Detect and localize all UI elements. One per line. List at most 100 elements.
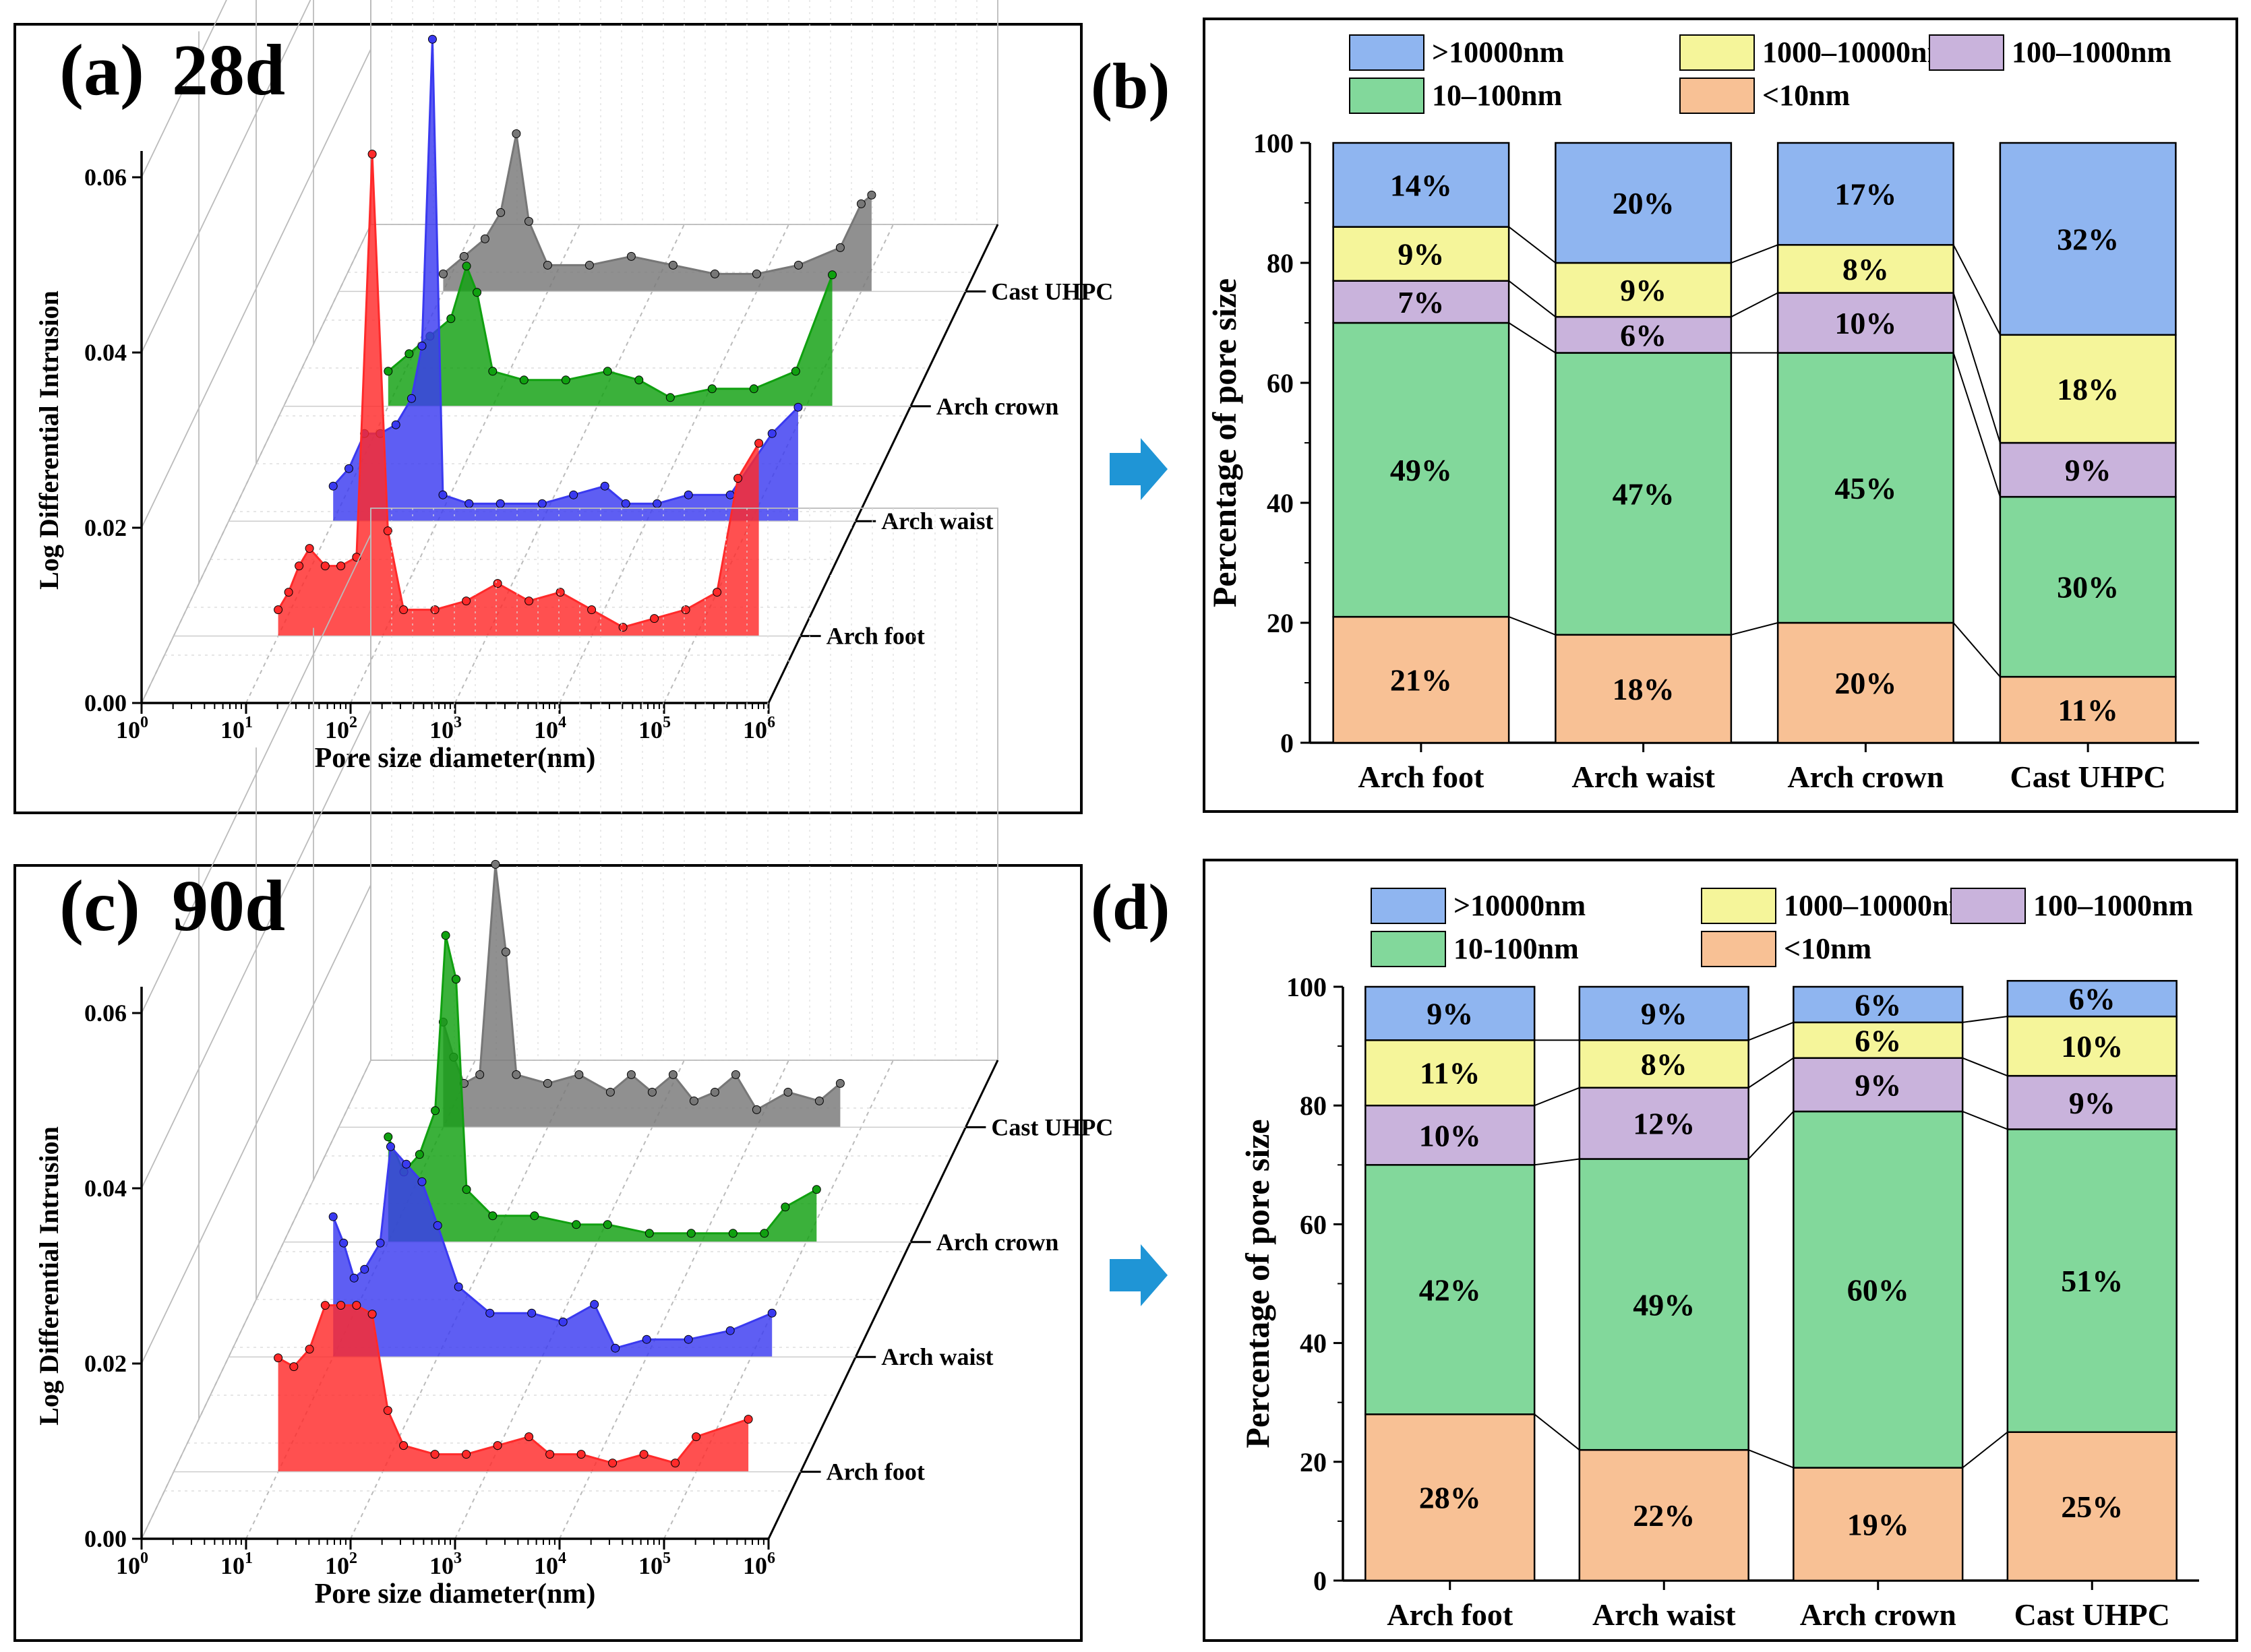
data-label: 51%: [2061, 1264, 2123, 1298]
data-label: 60%: [1847, 1273, 1909, 1307]
panel-b-frame: [1203, 18, 2238, 813]
connector-line: [1534, 1087, 1580, 1107]
data-point: [639, 1450, 649, 1459]
data-point: [668, 260, 678, 270]
x-tick-label: 101: [220, 714, 253, 743]
data-point: [524, 596, 534, 606]
data-point: [501, 947, 510, 956]
data-point: [336, 561, 346, 571]
y-tick-label: 80: [1300, 1091, 1327, 1121]
connector-line: [1748, 1021, 1794, 1041]
data-point: [493, 1441, 502, 1450]
data-point: [653, 499, 662, 508]
series-area-3: [443, 133, 872, 292]
data-point: [417, 1177, 427, 1186]
data-point: [289, 1362, 299, 1372]
data-label: 6%: [2069, 982, 2115, 1016]
data-point: [856, 199, 866, 208]
x-tick-exponent: 4: [558, 1550, 566, 1567]
x-axis-title: Pore size diameter(nm): [315, 743, 596, 774]
y-tick-label: 80: [1267, 248, 1294, 278]
panel-a-frame: [13, 23, 1083, 814]
data-point: [684, 490, 693, 499]
data-point: [603, 1220, 612, 1229]
data-point: [626, 251, 636, 261]
bar-segment: [1999, 675, 2177, 744]
x-tick-exponent: 1: [245, 1550, 253, 1567]
data-point: [791, 367, 800, 376]
x-tick-label: 106: [743, 714, 775, 743]
data-label: 30%: [2057, 570, 2119, 605]
data-point: [367, 150, 377, 159]
bar-segment: [1555, 352, 1733, 636]
connector-line: [1534, 1413, 1580, 1450]
x-tick-exponent: 4: [558, 714, 566, 731]
data-point: [284, 588, 293, 597]
data-point: [433, 1221, 442, 1230]
x-tick-label: Arch waist: [1571, 760, 1715, 794]
data-point: [572, 1220, 581, 1229]
x-tick-base: 10: [325, 716, 349, 743]
data-label: 6%: [1855, 1023, 1901, 1058]
data-point: [611, 1343, 620, 1353]
connector-line: [1962, 1111, 2008, 1130]
connector-line: [1748, 1449, 1794, 1469]
bar-segment: [1793, 1467, 1964, 1582]
connector-line: [1747, 1111, 1795, 1160]
bar-segment: [1793, 985, 1964, 1024]
data-point: [352, 1301, 361, 1310]
connector-line: [1952, 353, 2001, 497]
data-point: [621, 499, 630, 508]
data-point: [488, 1211, 498, 1221]
waterfall-chart-0: Cast UHPC Arch crown Arch waist Arch foot 0.…: [34, 0, 1113, 774]
data-point: [427, 34, 437, 44]
series-area-1: [333, 1146, 773, 1357]
legend-label: 10–100nm: [1432, 79, 1562, 112]
data-point: [642, 1335, 651, 1344]
x-tick-label: Cast UHPC: [2014, 1597, 2170, 1632]
data-point: [634, 375, 644, 385]
x-tick-label: Arch foot: [1358, 760, 1484, 794]
legend-swatch: [1679, 34, 1755, 71]
series-label: Arch foot: [827, 623, 925, 650]
data-point: [519, 375, 529, 385]
panel-c-frame: [13, 864, 1083, 1642]
data-point: [608, 1459, 618, 1468]
data-point: [438, 269, 448, 278]
data-point: [485, 1308, 495, 1318]
connector-line: [1731, 244, 1778, 264]
connector-line: [1952, 293, 2001, 443]
x-tick-base: 10: [325, 1552, 349, 1579]
bar-segment: [2006, 1015, 2178, 1077]
connector-line: [1748, 1057, 1794, 1089]
data-point: [349, 1273, 359, 1283]
series-line-2: [387, 263, 833, 399]
y-tick-label: 0.02: [84, 514, 127, 541]
bar-segment: [1578, 1087, 1749, 1160]
data-point: [527, 1308, 537, 1318]
y-tick-label: 60: [1300, 1209, 1327, 1240]
arrow-icon: [1110, 1244, 1168, 1306]
x-tick-label: 102: [325, 1550, 357, 1579]
data-point: [713, 588, 722, 597]
bar-segment: [1364, 1039, 1536, 1107]
stacked-bar-chart-0: 0 20 40 60 80 100 21% 49% 7% 9% 14% Arch foot 18% 47%…: [1091, 34, 2199, 794]
legend-swatch: [1701, 931, 1776, 967]
data-point: [462, 262, 471, 271]
data-point: [454, 1282, 463, 1291]
data-point: [828, 270, 837, 280]
data-point: [754, 439, 764, 448]
data-point: [464, 499, 474, 508]
data-point: [543, 260, 552, 270]
depth-axis-left: [141, 1060, 371, 1539]
legend-label: >10000nm: [1453, 889, 1586, 922]
data-point: [561, 375, 570, 385]
data-point: [781, 1202, 790, 1212]
data-point: [441, 931, 450, 940]
data-point: [530, 1211, 539, 1221]
data-point: [600, 481, 609, 491]
legend-swatch: [1950, 888, 2026, 924]
data-point: [618, 623, 628, 632]
x-tick-label: 104: [534, 1550, 566, 1579]
bar-segment: [1578, 1448, 1749, 1582]
